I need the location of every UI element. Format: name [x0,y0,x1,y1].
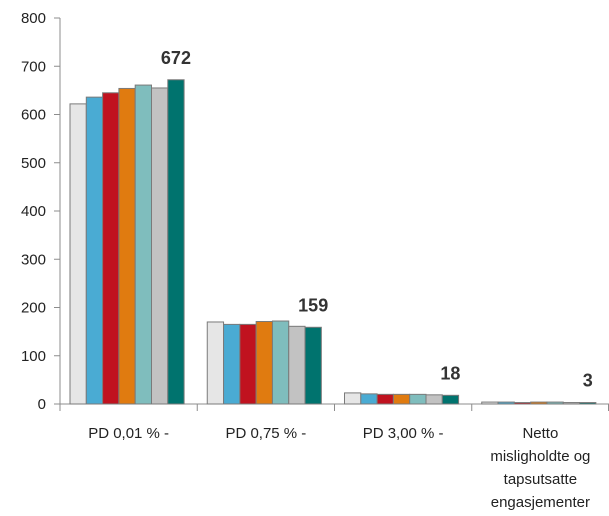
bar [304,326,322,405]
bars [69,79,597,405]
y-tick-label: 200 [21,300,46,317]
bar [167,79,185,405]
y-tick-label: 700 [21,58,46,75]
bar [134,84,152,405]
bar [409,393,427,405]
bar [85,96,104,405]
bar [255,320,273,405]
bar [376,393,394,405]
y-tick-label: 500 [21,155,46,172]
bar [441,394,460,405]
bar [151,87,169,405]
bar [392,393,411,405]
x-axis: PD 0,01 % - PD 0,75 % - PD 3,00 % - Netto mi… [59,403,609,511]
bar [546,401,564,405]
y-tick-label: 100 [21,348,46,365]
bar [206,321,225,405]
bar [562,402,581,405]
x-category-label: PD 3,00 % - [363,425,444,442]
data-labels: 672 159 18 3 [161,48,593,391]
bar [513,402,532,405]
y-tick-label: 600 [21,107,46,124]
data-label: 159 [298,295,328,315]
bar [344,392,362,405]
bar [288,325,306,405]
bar [481,401,499,405]
bar [69,103,87,405]
x-category-label: PD 0,01 % - [88,425,169,442]
y-tick-label: 800 [21,10,46,27]
bar [360,393,378,405]
y-axis: 0 100 200 300 400 500 600 700 800 [21,10,61,413]
y-tick-label: 300 [21,251,46,268]
data-label: 3 [583,371,593,391]
bar [239,323,257,405]
bar [102,92,120,405]
bar [223,323,241,405]
bar [118,87,136,405]
bar [271,320,290,405]
bar [579,402,597,405]
data-label: 672 [161,48,191,68]
y-tick-label: 0 [38,396,46,413]
bar [497,401,515,405]
x-category-label: PD 0,75 % - [225,425,306,442]
bar [425,394,443,405]
data-label: 18 [440,363,460,383]
y-tick-label: 400 [21,203,46,220]
bar [530,401,548,405]
x-category-label: Netto misligholdte og tapsutsatte engasjeme… [490,425,590,511]
